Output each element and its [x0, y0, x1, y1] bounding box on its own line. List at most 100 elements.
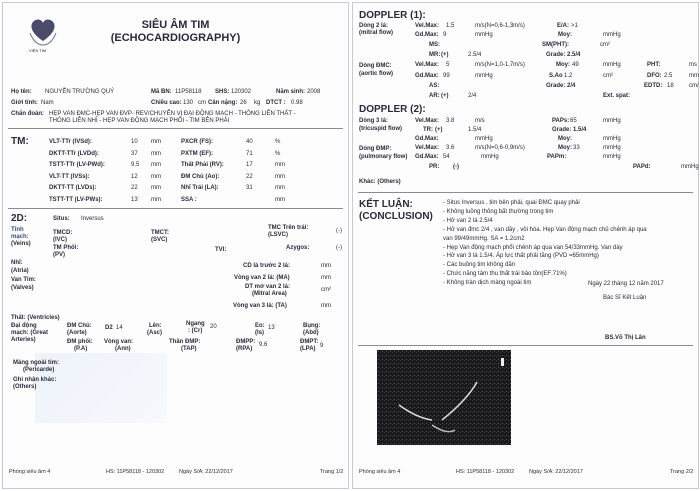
pr: (-) [453, 164, 459, 170]
asc-label: (Asc) [147, 330, 163, 336]
valves-label: (Valves) [11, 285, 34, 291]
is-label: Eo: [255, 323, 265, 329]
weight-value: 26 [240, 100, 247, 106]
tm-label: Thất Phải (RV): [181, 162, 224, 168]
tm-unit: mm [151, 185, 161, 191]
edtd-unit: cm/ [689, 83, 699, 89]
as-grade: Grade: 2/4 [546, 83, 576, 89]
tm-value: 31 [246, 185, 253, 191]
tm-heading: TM: [11, 136, 29, 147]
m-vel-label: Vel.Max: [415, 23, 440, 29]
tm-label: DKTT-TTr (LVDd): [49, 150, 99, 157]
diagnosis-label: Chẩn đoán: [11, 111, 44, 117]
a-gd: 99 [443, 73, 450, 79]
aortic-1: Dòng ĐMC: [359, 63, 392, 69]
pericarde-label: Màng ngoài tim: [13, 360, 59, 366]
atria-label: Nhĩ: [11, 260, 23, 266]
tr-val: 1.5/4 [468, 127, 482, 133]
birth-label: Năm sinh: [276, 89, 306, 95]
tm-value: 22 [131, 185, 138, 191]
footer-room: Phòng siêu âm 4 [359, 469, 401, 475]
footer-room: Phòng siêu âm 4 [9, 469, 51, 475]
tap-label: (TAP) [181, 346, 197, 352]
situs-label: Situs: [53, 216, 70, 222]
veins-label: mạch: [11, 234, 29, 240]
conclusion-line: - Chức năng tâm thu thất trái bảo tồn(EF… [443, 271, 567, 278]
rpa-label: (RPA) [236, 346, 253, 352]
height-label: Chiều cao: [151, 100, 182, 106]
a-gd-unit: mmHg [475, 73, 493, 79]
doppler2-heading: DOPPLER (2): [359, 104, 426, 115]
mr-val: 2.5/4 [468, 52, 482, 58]
great-arteries-label: mạch: (Great [11, 330, 49, 336]
doppler1-heading: DOPPLER (1): [359, 10, 426, 21]
tm-value: 37 [131, 150, 138, 157]
tm-unit: mm [151, 196, 161, 203]
m-moy-label: Moy: [558, 32, 572, 38]
t-moy-label: Moy: [558, 136, 572, 142]
mr-grade: Grade: 2.5/4 [546, 52, 581, 58]
ta-unit: mm [321, 303, 331, 309]
report-title: SIÊU ÂM TIM [141, 19, 210, 31]
height-unit: cm [198, 100, 206, 106]
id-label: Mã BN: [151, 89, 172, 95]
ivc-label: TMCD: [53, 230, 73, 236]
tr-label: TR: [423, 127, 433, 133]
footer-date: Ngày S/A: 22/12/2017 [529, 469, 583, 475]
pa-label: (P.A) [74, 346, 88, 352]
tvi-label: TVI: [215, 247, 227, 253]
lsvc-label: TMC Trên trái: [268, 225, 309, 231]
rpa-label: ĐMPP: [236, 339, 256, 345]
footer-page: Trang 2/2 [670, 469, 694, 475]
sao-unit: cm² [603, 73, 613, 79]
conclusion-heading: (CONCLUSION) [359, 211, 433, 222]
t-vel-label: Vel.Max: [415, 118, 440, 124]
tm-unit: mm [151, 173, 161, 180]
tm-label: SSA : [181, 196, 197, 203]
pr-label: PR: [429, 164, 440, 170]
a-vel-unit: m/s(N=1,0-1,7m/s) [475, 62, 525, 68]
pericarde-label: (Pericarde) [23, 367, 55, 373]
ann-label: (Ann) [115, 346, 131, 352]
echo-image [377, 350, 511, 445]
conclusion-line: - Hở van 3 lá 1.5/4. Áp lực thất phải tă… [443, 253, 599, 260]
sm-unit: cm² [600, 42, 610, 48]
mitral-2: (mitral flow) [359, 30, 393, 36]
ivc-label: (IVC) [53, 237, 67, 243]
footer-hs: HS: 11P58118 - 120302 [456, 469, 515, 475]
report-subtitle: (ECHOCARDIOGRAPHY) [110, 32, 241, 44]
diagnosis-line: HẸP VAN ĐMC-HẸP VAN ĐVP- REV/CHUYỂN VỊ Đ… [49, 111, 296, 117]
tr-grade: Grade: 1.5/4 [552, 127, 587, 133]
tm-unit: mm [275, 162, 285, 168]
others: Khác: (Others) [359, 179, 401, 185]
tr: (+) [435, 127, 443, 133]
birth-year: 2008 [307, 89, 321, 95]
ma-unit: mm [321, 275, 331, 281]
dfo-label: DFO: [647, 73, 662, 79]
cd-label: CD lá trước 2 lá: [243, 263, 290, 269]
bsa-value: 0.98 [291, 100, 303, 106]
atria-label: (Atria) [11, 268, 29, 274]
p-gd-unit: mmHg [481, 154, 499, 160]
pht-label: PHT: [647, 62, 661, 68]
great-arteries-label: Đại động [11, 323, 37, 329]
diagnosis-line: THÔNG LIÊN NHĨ - HẸP VAN ĐỘNG MẠCH PHỔI … [49, 118, 230, 124]
tm-label: VLT-TTr (IVSd): [49, 139, 92, 145]
tm-label: DKTT-TT (LVDs): [49, 185, 97, 191]
ar: (+) [441, 93, 449, 99]
p-vel-label: Vel.Max: [415, 145, 440, 151]
shs-value: 120302 [231, 89, 252, 95]
tm-unit: mm [275, 196, 285, 203]
rpa-value: 9.6 [259, 342, 268, 348]
tm-label: TSTT-TT (LV-PWs): [49, 196, 103, 203]
ea: >1 [571, 23, 578, 29]
pulm-2: (pulmonary flow) [359, 154, 408, 160]
tric-1: Dòng 3 lá: [359, 118, 389, 124]
paps: 65 [570, 118, 577, 124]
mr-label: MR: [429, 52, 441, 58]
conclusion-line: - Hẹp Van động mạch phổi chênh áp qua va… [443, 244, 623, 251]
divider [8, 208, 343, 209]
aorte-label: ĐM Chủ: [67, 323, 92, 329]
m-vel-unit: m/s(N=0,6-1,3m/s) [475, 23, 525, 29]
papm-label: PAPm: [547, 154, 567, 160]
